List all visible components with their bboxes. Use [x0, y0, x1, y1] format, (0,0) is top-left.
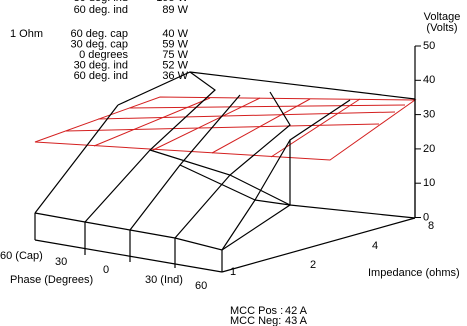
impedance-tick-label: 1	[230, 266, 236, 278]
phase-tick-label: 60 (Cap)	[0, 250, 43, 262]
y-tick-label: 40	[423, 74, 435, 86]
note-label: MCC Neg:	[230, 315, 281, 326]
y-tick-label: 0	[423, 211, 429, 223]
y-tick-label: 30	[423, 109, 435, 121]
row-value: 40 W	[162, 28, 188, 40]
axes	[34, 46, 416, 273]
phase-axis-label: Phase (Degrees)	[10, 274, 93, 286]
phase-tick-label: 0	[103, 264, 109, 276]
impedance-tick-label: 2	[310, 259, 316, 271]
voltage-surface	[34, 71, 416, 272]
row-label: 30 deg. ind	[74, 0, 128, 4]
impedance-tick-label: 8	[428, 220, 434, 232]
row-label: 60 deg. ind	[74, 4, 128, 16]
note-label: MCC Pos :	[230, 305, 283, 317]
y-tick-label: 50	[423, 40, 435, 52]
impedance-axis-label: Impedance (ohms)	[368, 267, 460, 279]
phase-tick-label: 60	[195, 280, 207, 292]
row-value: 195 W	[156, 0, 188, 4]
reference-plane	[34, 96, 417, 161]
y-tick-label: 10	[423, 177, 435, 189]
note-value: 43 A	[285, 315, 308, 326]
row-label: 30 deg. cap	[71, 38, 129, 50]
row-value: 75 W	[162, 49, 188, 61]
group-label: 1 Ohm	[10, 28, 43, 40]
row-label: 0 degrees	[79, 49, 128, 61]
impedance-tick-label: 4	[372, 240, 378, 252]
note-value: 42 A	[285, 305, 308, 317]
row-label: 60 deg. cap	[71, 28, 129, 40]
row-value: 36 W	[162, 70, 188, 82]
phase-tick-label: 30 (Ind)	[145, 274, 183, 286]
phase-tick-label: 30	[55, 256, 67, 268]
voltage-axis-label: Voltage (Volts)	[424, 11, 461, 34]
row-label: 30 deg. ind	[74, 59, 128, 71]
y-tick-label: 20	[423, 143, 435, 155]
row-value: 52 W	[162, 59, 188, 71]
row-value: 89 W	[162, 4, 188, 16]
row-value: 59 W	[162, 38, 188, 50]
row-label: 60 deg. ind	[74, 70, 128, 82]
